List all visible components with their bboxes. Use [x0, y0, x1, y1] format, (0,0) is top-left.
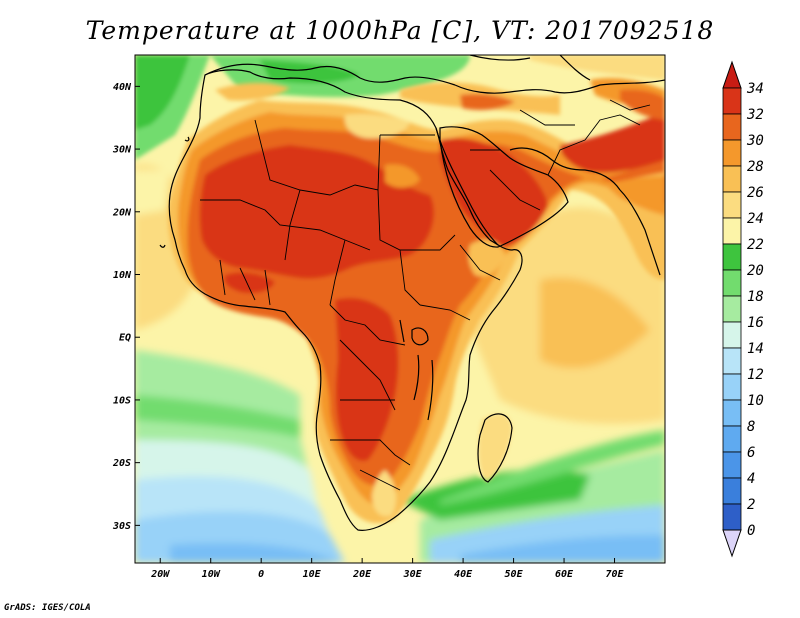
colorbar-swatch — [722, 321, 742, 349]
colorbar-label: 30 — [746, 133, 764, 149]
colorbar-label: 16 — [747, 315, 764, 331]
lat-tick-label: 30N — [112, 145, 132, 156]
colorbar-label: 4 — [747, 471, 755, 487]
lon-tick-label: 10W — [202, 569, 221, 580]
colorbar-swatch — [722, 87, 742, 115]
colorbar-swatch — [722, 477, 742, 505]
colorbar-swatch — [722, 165, 742, 193]
lon-tick-label: 40E — [454, 569, 473, 580]
lon-tick-label: 0 — [258, 569, 264, 580]
colorbar-label: 34 — [746, 81, 764, 97]
lat-tick-label: 20N — [112, 207, 132, 218]
colorbar-swatch — [722, 191, 742, 219]
colorbar-swatch — [722, 113, 742, 141]
colorbar-label: 20 — [747, 263, 764, 279]
colorbar-swatch — [722, 139, 742, 167]
colorbar-label: 22 — [747, 237, 764, 253]
grads-credit: GrADS: IGES/COLA — [4, 603, 91, 613]
temperature-field — [135, 55, 665, 563]
lat-tick-label: 30S — [112, 521, 131, 532]
colorbar-swatch — [722, 373, 742, 401]
colorbar-label: 8 — [747, 419, 755, 435]
colorbar-swatch — [722, 295, 742, 323]
lon-tick-label: 70E — [605, 569, 624, 580]
lon-tick-label: 20E — [352, 569, 372, 580]
coastlines — [159, 55, 665, 531]
lat-tick-label: 40N — [113, 82, 132, 93]
colorbar-label: 26 — [747, 185, 764, 201]
lon-tick-label: 50E — [505, 569, 524, 580]
colorbar-label: 12 — [747, 367, 764, 383]
lat-tick-label: EQ — [119, 333, 131, 344]
lon-tick-label: 30E — [403, 569, 423, 580]
lat-tick-label: 10N — [113, 270, 132, 281]
colorbar-swatch — [722, 217, 742, 245]
colorbar-swatch — [722, 425, 742, 453]
colorbar-label: 2 — [747, 497, 755, 513]
colorbar-label: 28 — [747, 159, 764, 175]
colorbar-swatch — [722, 347, 742, 375]
country-borders — [200, 99, 651, 491]
map-frame — [134, 54, 666, 564]
colorbar-under-triangle — [722, 529, 742, 558]
longitude-axis: 20W 10W 0 10E 20E 30E 40E 50E 60E 70E — [150, 558, 625, 580]
lat-tick-label: 10S — [113, 395, 131, 406]
colorbar-label: 14 — [747, 341, 764, 357]
lon-tick-label: 60E — [555, 569, 574, 580]
colorbar-swatch — [722, 399, 742, 427]
colorbar-label: 18 — [747, 289, 764, 305]
latitude-axis: 40N 30N 20N 10N EQ 10S 20S 30S — [112, 82, 140, 532]
colorbar-label: 6 — [747, 445, 755, 461]
colorbar-label: 24 — [747, 211, 764, 227]
colorbar-swatch — [722, 243, 742, 271]
colorbar-label: 32 — [746, 107, 764, 123]
colorbar-swatch — [722, 451, 742, 479]
colorbar-label: 10 — [747, 393, 764, 409]
colorbar-swatch — [722, 269, 742, 297]
lon-tick-label: 20W — [150, 569, 170, 580]
colorbar-label: 0 — [747, 523, 755, 539]
colorbar-swatch — [722, 503, 742, 531]
map-title: Temperature at 1000hPa [C], VT: 20170925… — [85, 16, 715, 45]
colorbar-over-triangle — [722, 60, 742, 89]
lon-tick-label: 10E — [303, 569, 322, 580]
lat-tick-label: 20S — [112, 458, 131, 469]
